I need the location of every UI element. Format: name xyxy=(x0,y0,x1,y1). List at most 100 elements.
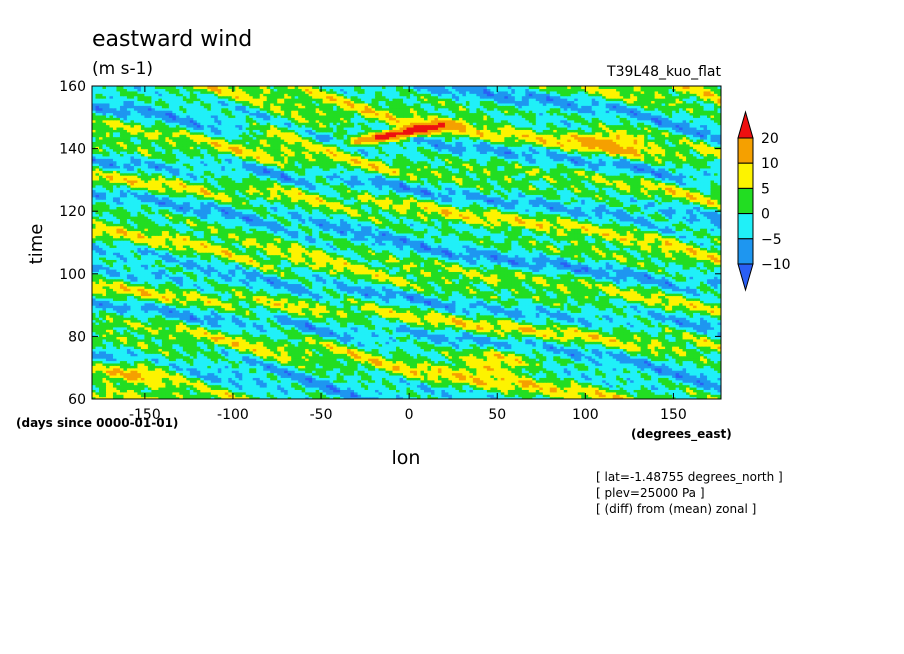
heatmap-cell xyxy=(284,391,289,395)
heatmap-cell xyxy=(382,382,387,386)
heatmap-cell xyxy=(682,379,687,383)
heatmap-cell xyxy=(668,396,673,399)
heatmap-cell xyxy=(644,384,649,388)
heatmap-cell xyxy=(598,389,603,393)
heatmap-cell xyxy=(319,377,324,381)
heatmap-cell xyxy=(518,374,523,378)
heatmap-cell xyxy=(560,394,565,398)
heatmap-cell xyxy=(175,379,180,383)
heatmap-cell xyxy=(277,394,282,398)
heatmap-cell xyxy=(672,391,677,395)
heatmap-cell xyxy=(305,396,310,399)
heatmap-cell xyxy=(581,379,586,383)
heatmap-cell xyxy=(399,386,404,390)
heatmap-cell xyxy=(203,374,208,378)
heatmap-cell xyxy=(455,389,460,393)
heatmap-cell xyxy=(357,372,362,376)
heatmap-cell xyxy=(291,391,296,395)
heatmap-cell xyxy=(340,382,345,386)
heatmap-cell xyxy=(291,377,296,381)
heatmap-cell xyxy=(416,389,422,393)
heatmap-cell xyxy=(668,377,673,381)
heatmap-cell xyxy=(458,384,464,388)
heatmap-cell xyxy=(703,382,708,386)
heatmap-cell xyxy=(375,396,380,399)
heatmap-cell xyxy=(126,391,132,395)
heatmap-cell xyxy=(434,391,439,395)
heatmap-cell xyxy=(413,374,418,378)
heatmap-cell xyxy=(357,386,362,390)
heatmap-cell xyxy=(714,386,719,390)
heatmap-cell xyxy=(679,382,684,386)
heatmap-cell xyxy=(336,394,341,398)
heatmap-cell xyxy=(689,377,694,381)
heatmap-cell xyxy=(507,372,512,376)
heatmap-cell xyxy=(235,374,240,378)
heatmap-cell xyxy=(430,391,436,395)
heatmap-cell xyxy=(217,394,222,398)
heatmap-cell xyxy=(511,384,516,388)
heatmap-cell xyxy=(469,389,474,393)
heatmap-cell xyxy=(368,386,373,390)
heatmap-cell xyxy=(105,382,111,386)
heatmap-cell xyxy=(210,384,215,388)
heatmap-cell xyxy=(263,389,268,393)
heatmap-cell xyxy=(371,391,376,395)
heatmap-cell xyxy=(511,374,516,378)
heatmap-cell xyxy=(396,396,401,399)
heatmap-cell xyxy=(521,394,526,398)
heatmap-cell xyxy=(413,377,418,381)
heatmap-cell xyxy=(252,391,257,395)
heatmap-cell xyxy=(497,384,502,388)
heatmap-cell xyxy=(546,394,551,398)
heatmap-cell xyxy=(350,377,355,381)
heatmap-cell xyxy=(451,386,457,390)
heatmap-cell xyxy=(116,386,121,390)
heatmap-cell xyxy=(350,386,355,390)
heatmap-cell xyxy=(640,394,645,398)
heatmap-cell xyxy=(270,389,275,393)
heatmap-cell xyxy=(221,374,226,378)
heatmap-cell xyxy=(256,374,261,378)
heatmap-cell xyxy=(399,394,404,398)
heatmap-cell xyxy=(112,396,118,399)
heatmap-cell xyxy=(287,391,292,395)
heatmap-cell xyxy=(294,384,299,388)
heatmap-cell xyxy=(514,396,519,399)
heatmap-cell xyxy=(504,386,509,390)
heatmap-cell xyxy=(455,372,460,376)
heatmap-cell xyxy=(403,396,408,399)
heatmap-cell xyxy=(95,382,100,386)
heatmap-cell xyxy=(479,386,484,390)
heatmap-cell xyxy=(298,391,303,395)
heatmap-cell xyxy=(280,394,285,398)
heatmap-cell xyxy=(605,374,610,378)
heatmap-cell xyxy=(154,396,159,399)
heatmap-cell xyxy=(717,374,721,378)
heatmap-cell xyxy=(312,374,317,378)
heatmap-cell xyxy=(298,396,303,399)
heatmap-cell xyxy=(266,379,271,383)
heatmap-cell xyxy=(158,389,163,393)
heatmap-cell xyxy=(357,379,362,383)
heatmap-cell xyxy=(224,389,229,393)
heatmap-cell xyxy=(175,394,180,398)
heatmap-cell xyxy=(616,379,621,383)
heatmap-cell xyxy=(245,391,250,395)
heatmap-cell xyxy=(665,379,670,383)
heatmap-cell xyxy=(140,396,146,399)
heatmap-cell xyxy=(210,379,215,383)
heatmap-cell xyxy=(294,374,299,378)
heatmap-cell xyxy=(277,391,282,395)
heatmap-cell xyxy=(133,372,139,376)
heatmap-cell xyxy=(546,386,551,390)
heatmap-cell xyxy=(354,384,359,388)
heatmap-cell xyxy=(284,394,289,398)
heatmap-cell xyxy=(126,386,132,390)
heatmap-cell xyxy=(235,379,240,383)
heatmap-cell xyxy=(598,379,603,383)
heatmap-cell xyxy=(280,374,285,378)
heatmap-cell xyxy=(588,382,593,386)
heatmap-cell xyxy=(455,379,460,383)
heatmap-cell xyxy=(658,384,663,388)
